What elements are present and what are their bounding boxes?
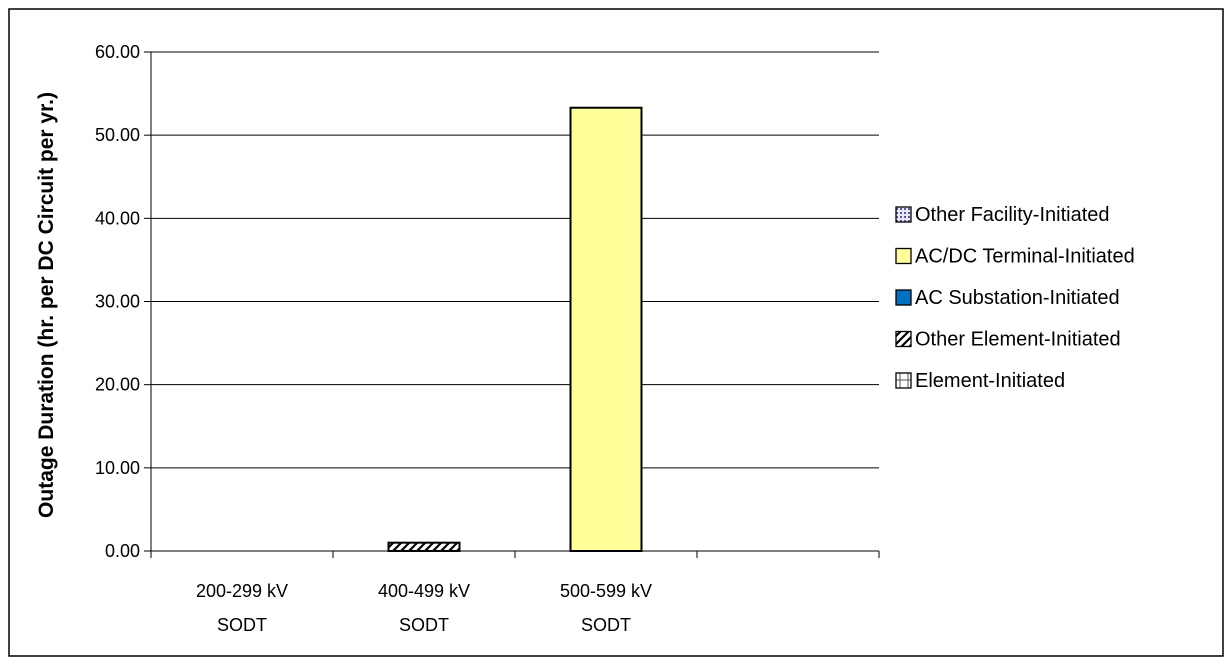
legend-swatch: [895, 206, 912, 223]
y-tick-label: 60.00: [95, 42, 140, 62]
x-category-label: 400-499 kV: [378, 581, 470, 601]
y-tick-label: 40.00: [95, 208, 140, 228]
y-tick-labels: 0.00 10.00 20.00 30.00 40.00 50.00 60.00: [95, 42, 140, 561]
x-category-label: 500-599 kV: [560, 581, 652, 601]
bar-segment: [569, 106, 643, 552]
x-category-label: 200-299 kV: [196, 581, 288, 601]
legend-entry: AC Substation-Initiated: [915, 287, 1120, 309]
y-tick-label: 50.00: [95, 125, 140, 145]
legend: Other Facility-Initiated AC/DC Terminal-I…: [895, 204, 1135, 392]
x-category-label: SODT: [217, 615, 267, 635]
legend-entry: Other Element-Initiated: [915, 329, 1121, 351]
legend-swatch: [895, 330, 912, 348]
x-category-label: SODT: [399, 615, 449, 635]
legend-swatch: [895, 247, 912, 265]
y-tick-label: 30.00: [95, 292, 140, 312]
bar-segment: [387, 541, 461, 553]
legend-swatch: [895, 289, 912, 306]
y-axis-label: Outage Duration (hr. per DC Circuit per …: [35, 92, 58, 518]
legend-entry: Element-Initiated: [915, 370, 1065, 392]
y-tick-label: 10.00: [95, 458, 140, 478]
bars: [387, 106, 643, 553]
y-tick-label: 20.00: [95, 375, 140, 395]
gridlines: [151, 51, 879, 469]
x-category-label: SODT: [581, 615, 631, 635]
y-tick-label: 0.00: [105, 541, 140, 561]
axes: [144, 51, 880, 558]
legend-swatch: [895, 372, 912, 389]
legend-entry: AC/DC Terminal-Initiated: [915, 246, 1135, 268]
legend-entry: Other Facility-Initiated: [915, 204, 1110, 226]
x-category-labels: 200-299 kV SODT 400-499 kV SODT 500-599 kV SO…: [196, 581, 652, 635]
